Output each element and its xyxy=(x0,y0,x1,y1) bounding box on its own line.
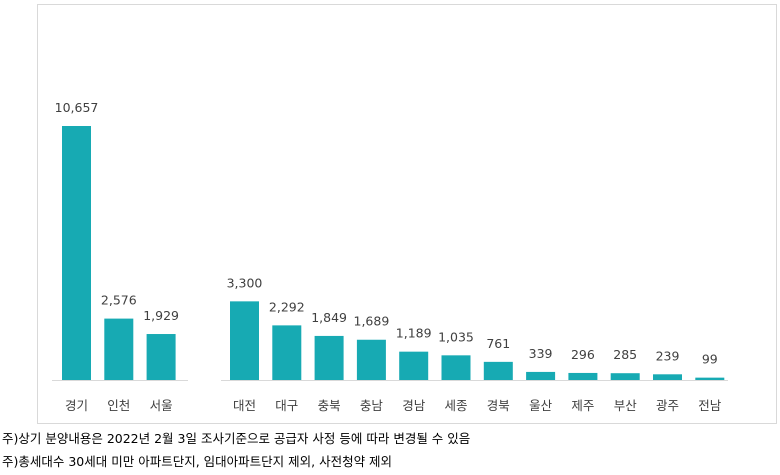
value-label-전남: 99 xyxy=(702,352,718,367)
bar-대구 xyxy=(272,325,302,380)
value-label-서울: 1,929 xyxy=(143,308,179,323)
category-label-인천: 인천 xyxy=(107,398,130,413)
bar-인천 xyxy=(104,318,134,380)
category-label-광주: 광주 xyxy=(656,398,679,413)
bar-울산 xyxy=(526,371,556,380)
value-label-울산: 339 xyxy=(529,346,553,361)
bar-경북 xyxy=(483,361,513,380)
value-label-충남: 1,689 xyxy=(354,314,390,329)
bar-경남 xyxy=(399,351,429,380)
category-label-충남: 충남 xyxy=(360,398,384,413)
value-label-인천: 2,576 xyxy=(101,293,137,308)
category-label-전남: 전남 xyxy=(698,398,722,413)
value-label-제주: 296 xyxy=(571,347,595,362)
category-label-제주: 제주 xyxy=(571,398,594,413)
bar-제주 xyxy=(568,372,598,380)
category-label-경남: 경남 xyxy=(402,398,426,413)
footnote-exclusions: 주)총세대수 30세대 미만 아파트단지, 임대아파트단지 제외, 사전청약 제… xyxy=(2,454,393,469)
bar-충남 xyxy=(356,339,386,380)
value-label-대전: 3,300 xyxy=(227,275,263,290)
category-label-경북: 경북 xyxy=(487,398,510,413)
value-label-세종: 1,035 xyxy=(438,329,474,344)
category-label-부산: 부산 xyxy=(614,398,638,413)
bar-경기 xyxy=(62,126,91,380)
bar-전남 xyxy=(695,377,725,380)
value-label-경기: 10,657 xyxy=(55,100,99,115)
bar-충북 xyxy=(314,335,344,380)
value-label-부산: 285 xyxy=(613,347,637,362)
category-label-울산: 울산 xyxy=(529,398,553,413)
value-label-광주: 239 xyxy=(656,348,680,363)
category-label-대구: 대구 xyxy=(275,398,298,413)
value-label-경남: 1,189 xyxy=(396,326,432,341)
bar-서울 xyxy=(146,334,176,380)
footnote-supply-change: 주)상기 분양내용은 2022년 2월 3일 조사기준으로 공급자 사정 등에 … xyxy=(2,431,471,446)
chart-frame: 10,657 경기 2,576 인천 1,929 서울 3,300 대전 2,292 대구 1,84… xyxy=(37,4,777,424)
bar-세종 xyxy=(441,355,471,380)
category-label-충북: 충북 xyxy=(318,398,341,413)
bar-부산 xyxy=(610,373,640,380)
bar-광주 xyxy=(653,374,682,380)
bar-대전 xyxy=(230,301,259,380)
value-label-경북: 761 xyxy=(486,336,510,351)
category-label-대전: 대전 xyxy=(233,398,256,413)
category-label-서울: 서울 xyxy=(150,398,173,413)
value-label-충북: 1,849 xyxy=(311,310,347,325)
bar-chart: 10,657 경기 2,576 인천 1,929 서울 3,300 대전 2,292 대구 1,84… xyxy=(52,100,728,413)
category-label-세종: 세종 xyxy=(444,398,467,413)
value-label-대구: 2,292 xyxy=(269,299,305,314)
category-label-경기: 경기 xyxy=(65,398,88,413)
